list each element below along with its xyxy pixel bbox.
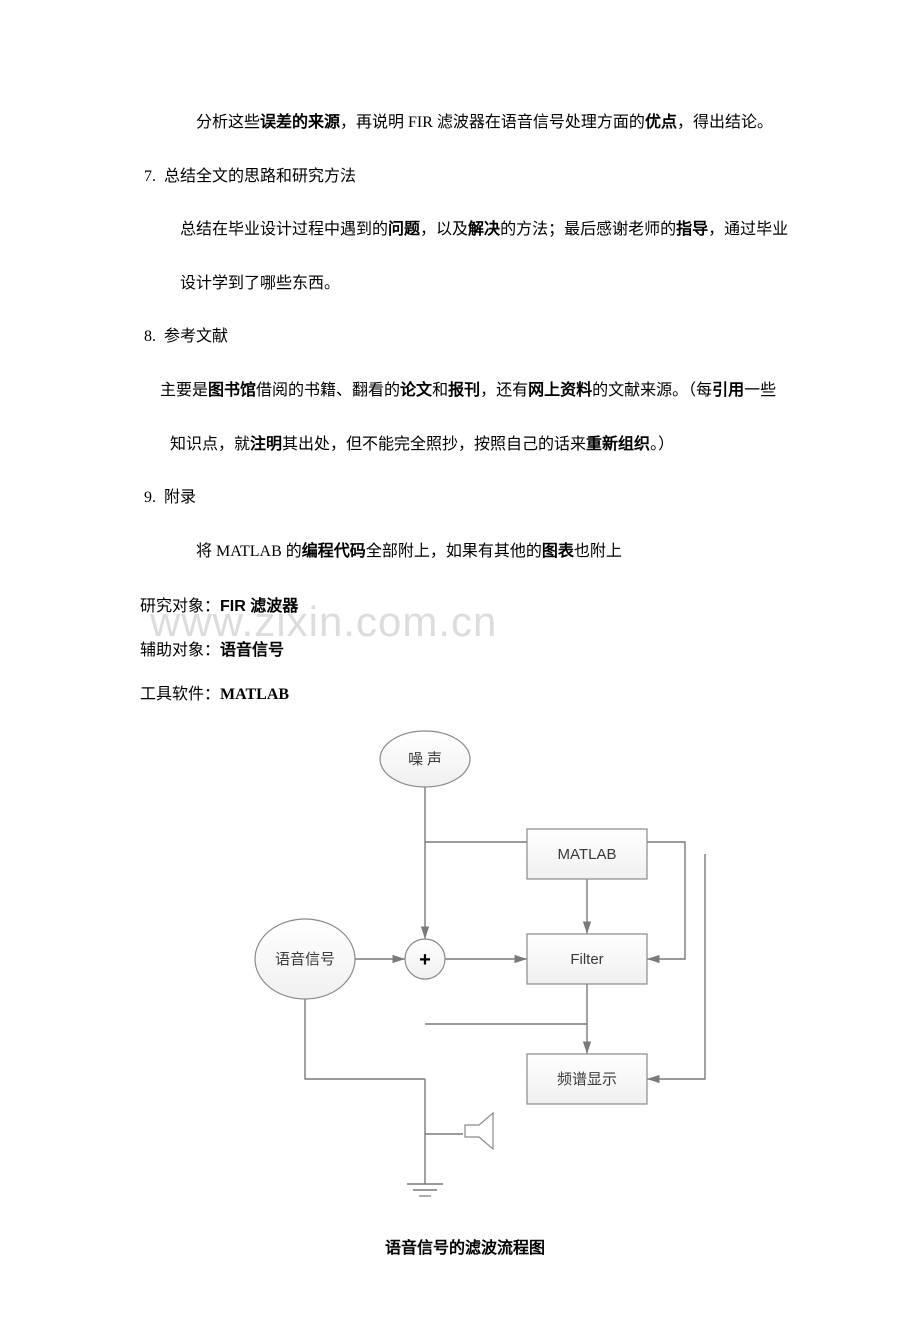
- paragraph-8-line2: 知识点，就注明其出处，但不能完全照抄，按照自己的话来重新组织。）: [140, 432, 790, 458]
- paragraph-7-line1: 总结在毕业设计过程中遇到的问题，以及解决的方法；最后感谢老师的指导，通过毕业: [140, 217, 790, 243]
- list-item-7: 7. 总结全文的思路和研究方法: [140, 164, 790, 190]
- svg-text:语音信号: 语音信号: [275, 951, 335, 968]
- paragraph-7-line2: 设计学到了哪些东西。: [140, 271, 790, 297]
- paragraph-9: 将 MATLAB 的编程代码全部附上，如果有其他的图表也附上: [140, 539, 790, 565]
- paragraph-8-line1: 主要是图书馆借阅的书籍、翻看的论文和报刊，还有网上资料的文献来源。（每引用一些: [140, 378, 790, 404]
- heading-aux-object: 辅助对象：语音信号: [140, 636, 790, 660]
- paragraph-error: 分析这些误差的来源，再说明 FIR 滤波器在语音信号处理方面的优点，得出结论。: [140, 110, 790, 136]
- svg-text:噪 声: 噪 声: [408, 750, 442, 768]
- svg-text:+: +: [419, 949, 431, 971]
- flowchart-svg: 噪 声 MATLAB 语音信号 + Filter 频谱显示: [205, 724, 725, 1224]
- list-item-8: 8. 参考文献: [140, 324, 790, 350]
- svg-text:频谱显示: 频谱显示: [557, 1071, 617, 1088]
- flowchart-container: 噪 声 MATLAB 语音信号 + Filter 频谱显示 语音信号的滤波流程图: [205, 724, 725, 1258]
- list-item-9: 9. 附录: [140, 485, 790, 511]
- flowchart-caption: 语音信号的滤波流程图: [205, 1234, 725, 1258]
- heading-tool: 工具软件：MATLAB: [140, 680, 790, 704]
- svg-text:Filter: Filter: [570, 951, 603, 968]
- svg-text:MATLAB: MATLAB: [558, 846, 617, 863]
- heading-research-object: 研究对象：FIR 滤波器: [140, 592, 790, 616]
